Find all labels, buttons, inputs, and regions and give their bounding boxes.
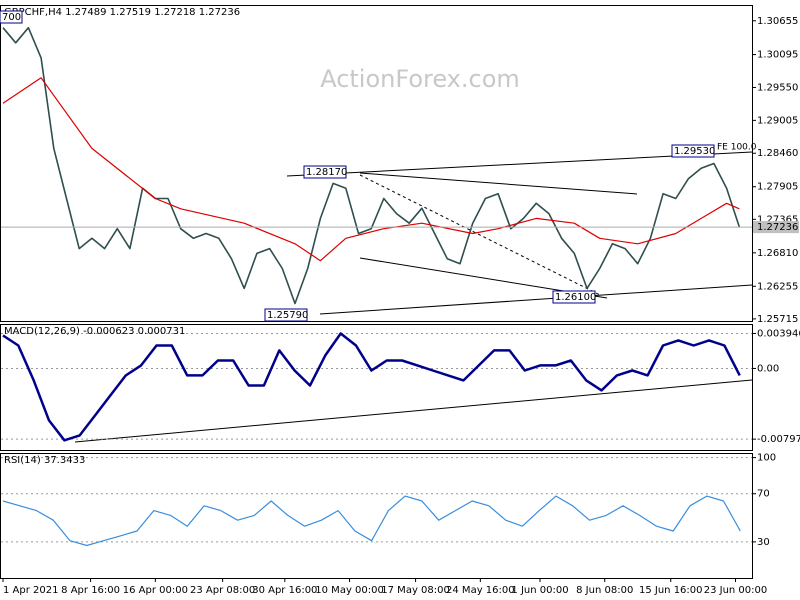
annotation: 1.25790 (267, 310, 308, 321)
annotation-box (552, 290, 596, 304)
x-tick-label: 17 May 08:00 (381, 585, 450, 596)
last-price-box (753, 221, 799, 234)
y-tick-label: 70 (757, 489, 770, 500)
annotation: FE 100.0 (717, 143, 757, 153)
y-tick-label: 0.00 (757, 363, 779, 374)
x-tick-label: 1 Jun 00:00 (511, 585, 568, 596)
y-tick-label: 30 (757, 537, 770, 548)
trend-line (319, 284, 753, 315)
trend-line (74, 379, 753, 443)
x-tick-label: 24 May 16:00 (446, 585, 515, 596)
annotation-box (264, 308, 308, 322)
y-tick-label: 1.28460 (757, 148, 798, 159)
y-tick-label: 1.29005 (757, 115, 798, 126)
watermark: ActionForex.com (320, 65, 520, 93)
x-tick-label: 30 Apr 16:00 (252, 585, 317, 596)
y-tick-label: 1.26810 (757, 248, 798, 259)
trend-line (359, 174, 601, 296)
panel-title: MACD(12,26,9) -0.000623 0.000731 (4, 326, 185, 337)
y-tick-label: 1.29550 (757, 82, 798, 93)
panel-title: RSI(14) 37.3433 (4, 455, 85, 466)
last-price-label: 1.27236 (757, 222, 798, 233)
annotation: 1.26100 (555, 292, 596, 303)
annotation: 1.29530 (674, 146, 715, 157)
x-tick-label: 23 Apr 08:00 (190, 585, 255, 596)
price-line (2, 26, 741, 305)
x-tick-label: 1 Apr 2021 (3, 585, 58, 596)
x-tick-label: 8 Jun 08:00 (576, 585, 633, 596)
price-panel (0, 5, 753, 322)
y-tick-label: 1.30095 (757, 50, 798, 61)
y-tick-label: 1.30655 (757, 16, 798, 27)
macd-panel (0, 324, 753, 451)
x-tick-label: 15 Jun 16:00 (639, 585, 703, 596)
indicator-line (2, 495, 741, 547)
annotation: 1.28170 (306, 167, 347, 178)
y-tick-label: -0.007976 (757, 434, 800, 445)
annotation-box (303, 165, 347, 179)
trend-line (359, 172, 638, 195)
x-tick-label: 16 Apr 00:00 (123, 585, 188, 596)
indicator-line (2, 332, 741, 442)
x-tick-label: 8 Apr 16:00 (61, 585, 120, 596)
annotation: 700 (2, 12, 21, 23)
y-tick-label: 1.26255 (757, 281, 798, 292)
y-tick-label: 1.25715 (757, 314, 798, 325)
annotation-box (0, 10, 23, 24)
x-tick-label: 10 May 00:00 (315, 585, 384, 596)
annotation-box (671, 144, 715, 158)
rsi-panel (0, 453, 753, 579)
y-tick-label: 100 (757, 453, 776, 464)
x-tick-label: 23 Jun 00:00 (704, 585, 768, 596)
y-tick-label: 1.27905 (757, 182, 798, 193)
panel-title: GBPCHF,H4 1.27489 1.27519 1.27218 1.2723… (4, 7, 240, 18)
indicator-line (2, 77, 740, 262)
y-tick-label: 1.27365 (757, 214, 798, 225)
y-tick-label: 0.003946 (757, 328, 800, 339)
